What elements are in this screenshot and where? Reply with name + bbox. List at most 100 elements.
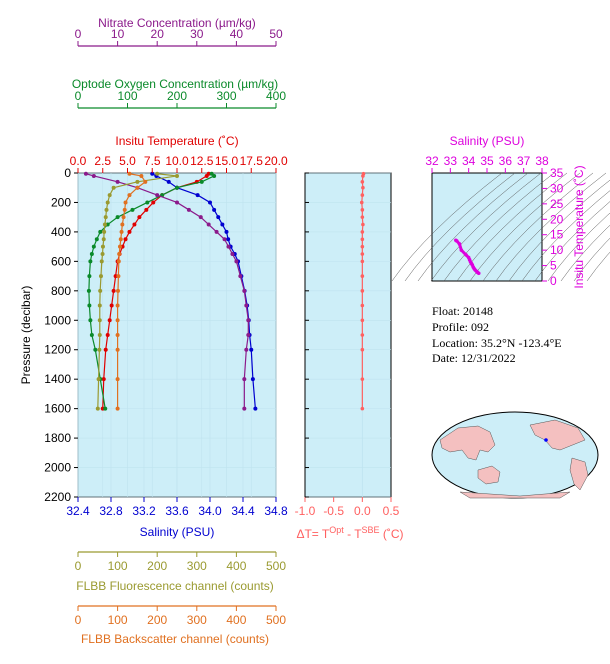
backscatter-tick-label: 400 xyxy=(226,613,246,627)
ts-series-group xyxy=(454,238,481,276)
float-id: Float: 20148 xyxy=(432,304,493,318)
salinity-data-point xyxy=(250,377,255,382)
temperature-tick-label: 17.5 xyxy=(240,154,264,168)
fluorescence-data-point xyxy=(97,318,102,323)
ts-temperature-tick-label: 35 xyxy=(550,166,564,180)
backscatter-data-point xyxy=(120,222,125,227)
ts-salinity-label: Salinity (PSU) xyxy=(450,134,525,148)
pressure-tick-label: 1200 xyxy=(44,343,71,357)
pressure-tick-label: 1000 xyxy=(44,313,71,327)
ts-temperature-tick-label: 20 xyxy=(550,212,564,226)
fluorescence-data-point xyxy=(105,200,110,205)
nitrate-data-point xyxy=(115,179,120,184)
salinity-data-point xyxy=(216,215,221,220)
oxygen-data-point xyxy=(88,259,93,264)
profile-number: Profile: 092 xyxy=(432,320,489,334)
density-contour xyxy=(430,172,542,282)
nitrate-data-point xyxy=(175,200,179,205)
ts-data-point xyxy=(457,242,462,246)
temperature-data-point xyxy=(105,333,110,337)
salinity-data-point xyxy=(253,406,258,411)
temperature-data-point xyxy=(113,274,118,279)
backscatter-data-point xyxy=(115,347,120,352)
backscatter-data-point xyxy=(115,318,120,323)
backscatter-axis-label: FLBB Backscatter channel (counts) xyxy=(81,632,269,646)
fluorescence-data-point xyxy=(95,406,100,411)
nitrate-data-point xyxy=(226,244,231,249)
delta-t-data-point xyxy=(360,180,365,184)
ts-salinity-tick-label: 37 xyxy=(517,154,531,168)
density-contour xyxy=(521,190,610,282)
pressure-axis: 0 200 400 600 800 1000 1200 1400 1600 1800 2000 220… xyxy=(44,166,78,504)
fluorescence-tick-label: 400 xyxy=(226,559,246,573)
ts-data-point xyxy=(464,252,468,257)
delta-t-series-group xyxy=(359,171,366,411)
temperature-tick-label: 5.0 xyxy=(119,154,136,168)
pressure-tick-label: 600 xyxy=(51,254,71,268)
delta-t-plot-area xyxy=(304,172,392,498)
backscatter-data-point xyxy=(115,377,120,382)
salinity-data-point xyxy=(226,237,231,242)
backscatter-data-point xyxy=(121,215,126,220)
delta-t-data-point xyxy=(360,347,365,352)
nitrate-tick-label: 40 xyxy=(230,27,244,41)
world-map xyxy=(431,411,599,499)
fluorescence-data-point xyxy=(104,207,109,212)
temperature-tick-label: 10.0 xyxy=(165,154,189,168)
fluorescence-data-point xyxy=(97,333,102,337)
fluorescence-data-point xyxy=(97,303,102,308)
ts-temperature-tick-label: 30 xyxy=(550,181,564,195)
density-contour xyxy=(391,172,503,282)
fluorescence-tick-label: 100 xyxy=(108,559,128,573)
backscatter-data-point xyxy=(117,252,122,256)
salinity-tick-label: 32.4 xyxy=(66,504,90,518)
oxygen-data-point xyxy=(98,229,103,234)
oxygen-data-point xyxy=(87,274,92,279)
backscatter-axis: 0 100 200 300 400 500 xyxy=(75,605,286,627)
fluorescence-tick-label: 200 xyxy=(147,559,167,573)
nitrate-data-point xyxy=(186,207,191,212)
temperature-data-point xyxy=(109,303,114,308)
oxygen-tick-label: 200 xyxy=(167,89,187,103)
salinity-data-point xyxy=(249,347,254,352)
fluorescence-profile-line xyxy=(97,173,178,409)
nitrate-data-point xyxy=(238,274,243,279)
map-land-australia xyxy=(477,465,501,485)
oxygen-data-point xyxy=(115,215,120,220)
fluorescence-data-point xyxy=(107,193,112,198)
fluorescence-data-point xyxy=(111,185,116,190)
temperature-data-point xyxy=(144,207,149,212)
nitrate-tick-label: 10 xyxy=(111,27,125,41)
density-contour xyxy=(495,172,607,282)
fluorescence-data-point xyxy=(98,274,103,279)
salinity-data-point xyxy=(195,193,200,198)
fluorescence-data-point xyxy=(135,179,140,184)
backscatter-data-point xyxy=(115,303,120,308)
nitrate-tick-label: 30 xyxy=(190,27,204,41)
nitrate-data-point xyxy=(230,252,235,256)
delta-t-data-point xyxy=(360,333,365,337)
fluorescence-data-point xyxy=(99,259,104,264)
oxygen-data-point xyxy=(91,244,96,249)
density-contour xyxy=(469,172,581,282)
pressure-tick-label: 0 xyxy=(64,166,71,180)
oxygen-data-point xyxy=(199,179,204,184)
fluorescence-axis: 0 100 200 300 400 500 xyxy=(75,551,286,573)
pressure-tick-label: 400 xyxy=(51,225,71,239)
delta-t-data-point xyxy=(360,193,365,197)
ts-temperature-tick-label: 25 xyxy=(550,197,564,211)
backscatter-data-point xyxy=(143,179,148,184)
nitrate-axis: 0 10 20 30 40 50 xyxy=(75,27,283,47)
backscatter-data-point xyxy=(122,207,127,212)
backscatter-tick-label: 300 xyxy=(187,613,207,627)
backscatter-data-point xyxy=(115,406,120,411)
delta-t-line xyxy=(361,173,365,409)
oxygen-tick-label: 400 xyxy=(266,89,286,103)
nitrate-data-point xyxy=(234,259,239,264)
nitrate-profile-line xyxy=(85,173,249,409)
location: Location: 35.2°N -123.4°E xyxy=(432,336,562,350)
date: Date: 12/31/2022 xyxy=(432,351,516,365)
ts-density-contours xyxy=(391,172,610,282)
temperature-axis: 0.0 2.5 5.0 7.5 10.0 12.5 15.0 17.5 20.0 xyxy=(70,154,288,173)
fluorescence-data-point xyxy=(101,237,106,242)
